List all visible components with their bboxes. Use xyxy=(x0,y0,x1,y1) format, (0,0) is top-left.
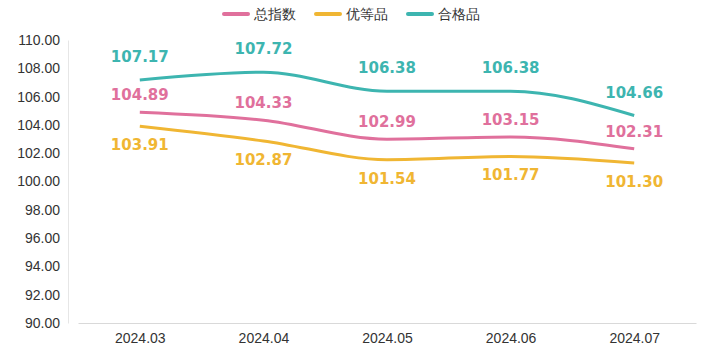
tick: 102.00 xyxy=(17,145,68,161)
tick-label: 102.00 xyxy=(17,145,60,161)
data-label: 102.31 xyxy=(605,123,663,141)
tick: 100.00 xyxy=(17,173,68,189)
lines xyxy=(140,72,634,163)
legend-swatch xyxy=(316,12,340,16)
data-label: 106.38 xyxy=(482,59,540,77)
tick: 106.00 xyxy=(17,89,68,105)
tick: 104.00 xyxy=(17,117,68,133)
axis-line xyxy=(79,323,697,324)
data-label: 101.54 xyxy=(358,170,416,188)
tick-label: 2024.04 xyxy=(239,330,290,346)
chart: 90.00 92.00 94.00 96.00 98.00 100.00 102.00 104… xyxy=(0,0,704,357)
tick: 94.00 xyxy=(25,258,68,274)
axis-line xyxy=(68,41,69,324)
legend-label: 合格品 xyxy=(438,6,480,22)
tick: 110.00 xyxy=(18,32,68,48)
tick-label: 104.00 xyxy=(17,117,60,133)
legend-label: 优等品 xyxy=(346,6,388,22)
tick-label: 108.00 xyxy=(17,60,60,76)
x-axis: 2024.03 2024.04 2024.05 2024.06 2024.07 xyxy=(79,323,697,346)
tick-label: 90.00 xyxy=(25,315,60,331)
data-label: 102.99 xyxy=(358,113,416,131)
data-label: 103.91 xyxy=(111,136,169,154)
data-label: 101.77 xyxy=(482,166,540,184)
tick-label: 2024.03 xyxy=(115,330,166,346)
tick-label: 96.00 xyxy=(25,230,60,246)
legend-swatch xyxy=(408,12,432,16)
tick: 2024.04 xyxy=(239,323,290,346)
data-label: 104.66 xyxy=(605,84,663,102)
legend-item: 合格品 xyxy=(408,6,480,22)
tick-label: 2024.07 xyxy=(609,330,660,346)
tick-label: 94.00 xyxy=(25,258,60,274)
data-label: 103.15 xyxy=(482,111,540,129)
tick-label: 2024.06 xyxy=(486,330,537,346)
tick-label: 106.00 xyxy=(17,89,60,105)
tick: 96.00 xyxy=(25,230,68,246)
legend-item: 优等品 xyxy=(316,6,388,22)
tick: 90.00 xyxy=(25,315,68,331)
tick: 108.00 xyxy=(17,60,68,76)
series-line xyxy=(140,126,634,163)
data-label: 106.38 xyxy=(358,59,416,77)
tick: 2024.03 xyxy=(115,323,166,346)
tick: 2024.05 xyxy=(362,323,413,346)
tick-label: 2024.05 xyxy=(362,330,413,346)
tick-label: 110.00 xyxy=(18,32,60,48)
tick: 92.00 xyxy=(25,287,68,303)
legend: 总指数 优等品 合格品 xyxy=(224,6,480,22)
legend-swatch xyxy=(224,12,248,16)
legend-label: 总指数 xyxy=(253,6,296,22)
data-label: 104.33 xyxy=(234,94,292,112)
series-line xyxy=(140,112,634,149)
data-label: 107.72 xyxy=(234,40,292,58)
y-axis: 90.00 92.00 94.00 96.00 98.00 100.00 102.00 104… xyxy=(17,32,68,331)
tick-label: 100.00 xyxy=(17,173,60,189)
tick-label: 98.00 xyxy=(25,202,60,218)
data-label: 101.30 xyxy=(605,173,663,191)
tick: 2024.07 xyxy=(609,323,660,346)
tick-label: 92.00 xyxy=(25,287,60,303)
data-label: 104.89 xyxy=(111,86,169,104)
data-labels: 104.89 104.33 102.99 103.15 102.31 103.91 102.… xyxy=(111,40,663,191)
data-label: 107.17 xyxy=(111,48,169,66)
series-line xyxy=(140,72,634,115)
tick: 98.00 xyxy=(25,202,68,218)
data-label: 102.87 xyxy=(234,151,292,169)
legend-item: 总指数 xyxy=(224,6,296,22)
tick: 2024.06 xyxy=(486,323,537,346)
